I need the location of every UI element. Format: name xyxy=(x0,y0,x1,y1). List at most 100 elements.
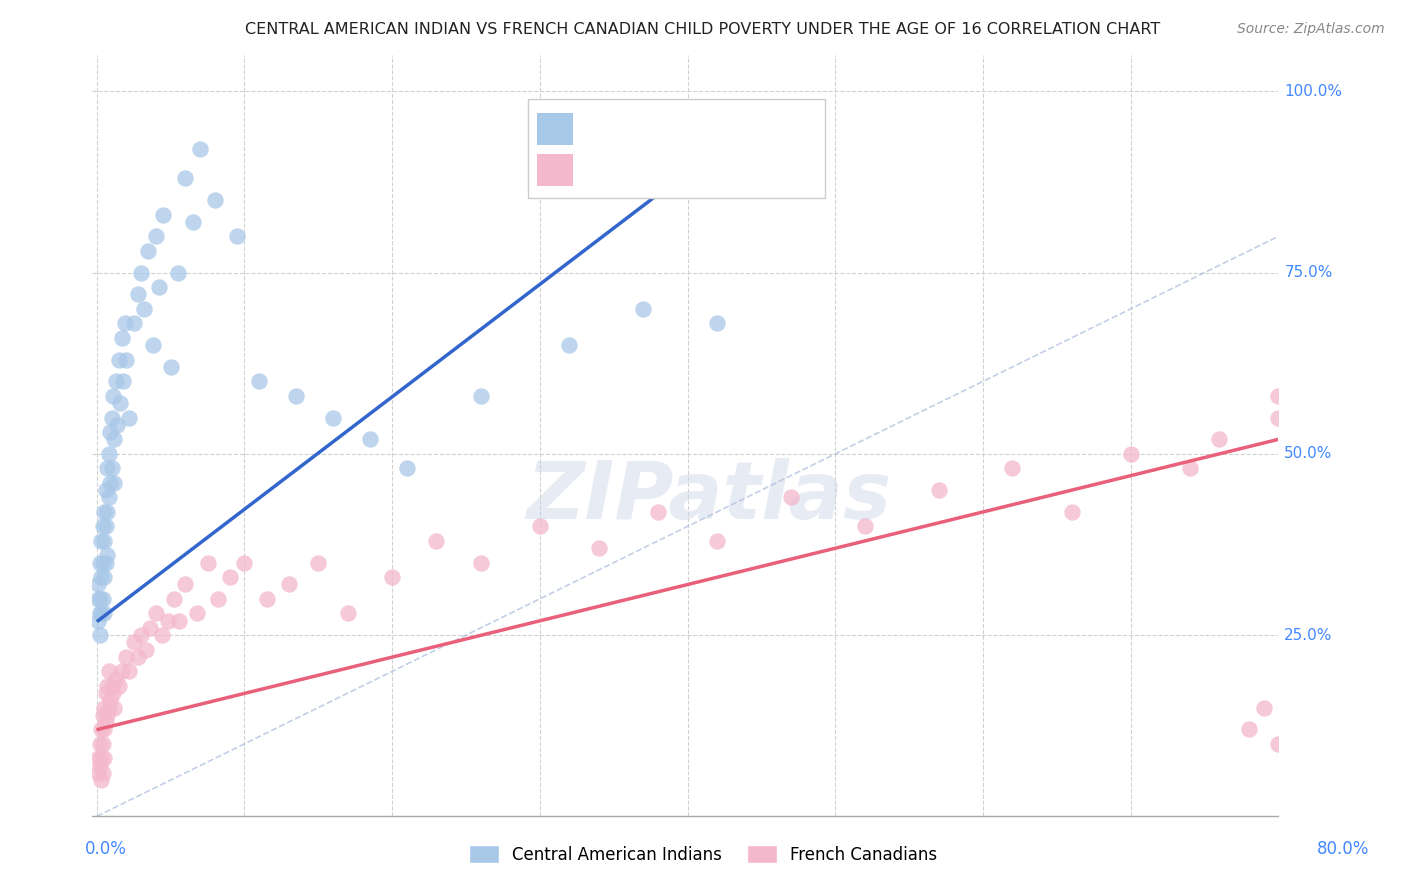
Text: R = 0.687    N = 66: R = 0.687 N = 66 xyxy=(586,122,758,136)
Point xyxy=(150,628,173,642)
Point xyxy=(1001,461,1024,475)
Point xyxy=(93,505,115,519)
Point xyxy=(94,483,117,497)
Point xyxy=(93,533,115,548)
Point xyxy=(204,193,226,207)
Point xyxy=(285,389,308,403)
Point xyxy=(103,475,125,490)
Point xyxy=(93,607,115,621)
Text: ZIPatlas: ZIPatlas xyxy=(527,458,891,535)
Point xyxy=(89,591,111,606)
Point xyxy=(706,317,728,331)
Point xyxy=(152,208,174,222)
Point xyxy=(322,410,344,425)
Point xyxy=(90,773,112,788)
Point xyxy=(129,628,152,642)
Legend: Central American Indians, French Canadians: Central American Indians, French Canadia… xyxy=(463,838,943,871)
Point xyxy=(89,758,111,772)
Point xyxy=(226,229,249,244)
Point xyxy=(93,751,115,765)
Point xyxy=(167,266,190,280)
Point xyxy=(558,338,581,352)
Point xyxy=(197,556,219,570)
Text: Source: ZipAtlas.com: Source: ZipAtlas.com xyxy=(1237,22,1385,37)
Point xyxy=(928,483,950,497)
Point xyxy=(101,389,124,403)
Point xyxy=(1060,505,1083,519)
Point xyxy=(94,556,117,570)
Point xyxy=(1178,461,1201,475)
Point xyxy=(87,614,110,628)
Point xyxy=(93,723,115,737)
Text: R = 0.453    N = 68: R = 0.453 N = 68 xyxy=(586,162,758,178)
Point xyxy=(112,375,135,389)
Point xyxy=(631,301,654,316)
Point xyxy=(169,614,191,628)
Point xyxy=(100,410,122,425)
Point xyxy=(381,570,404,584)
Point xyxy=(97,491,120,505)
Point xyxy=(256,591,278,606)
Point xyxy=(336,607,359,621)
Point xyxy=(91,591,114,606)
Point xyxy=(101,686,124,700)
Point xyxy=(145,607,167,621)
Point xyxy=(87,751,110,765)
Point xyxy=(134,642,156,657)
Point xyxy=(90,570,112,584)
Point xyxy=(647,505,669,519)
Text: 25.0%: 25.0% xyxy=(1284,628,1333,642)
Point xyxy=(218,570,240,584)
Point xyxy=(1267,389,1289,403)
Point xyxy=(156,614,179,628)
Point xyxy=(162,591,184,606)
Point xyxy=(122,635,145,649)
Point xyxy=(470,556,492,570)
Point xyxy=(181,215,204,229)
Point xyxy=(87,591,110,606)
FancyBboxPatch shape xyxy=(527,98,825,198)
Point xyxy=(1208,433,1230,447)
Point xyxy=(122,317,145,331)
Point xyxy=(91,707,114,722)
Point xyxy=(98,425,121,439)
Point xyxy=(96,679,118,693)
Point xyxy=(103,433,125,447)
Point xyxy=(93,700,115,714)
FancyBboxPatch shape xyxy=(537,154,572,186)
Point xyxy=(139,621,162,635)
Point xyxy=(114,317,136,331)
Point xyxy=(100,461,122,475)
Text: CENTRAL AMERICAN INDIAN VS FRENCH CANADIAN CHILD POVERTY UNDER THE AGE OF 16 COR: CENTRAL AMERICAN INDIAN VS FRENCH CANADI… xyxy=(246,22,1160,37)
Point xyxy=(107,417,129,432)
Point xyxy=(90,533,112,548)
Point xyxy=(132,301,155,316)
Point xyxy=(470,389,492,403)
Point xyxy=(307,556,329,570)
Text: 80.0%: 80.0% xyxy=(1316,840,1369,858)
Point xyxy=(91,765,114,780)
Point xyxy=(148,280,170,294)
Point xyxy=(87,765,110,780)
Point xyxy=(89,607,111,621)
Text: 0.0%: 0.0% xyxy=(84,840,127,858)
Point xyxy=(104,672,127,686)
Point xyxy=(90,723,112,737)
Point xyxy=(110,396,132,410)
Point xyxy=(103,700,125,714)
Point xyxy=(115,649,138,664)
Point xyxy=(159,359,181,374)
Point xyxy=(89,556,111,570)
Point xyxy=(100,679,122,693)
Point xyxy=(104,375,127,389)
Point xyxy=(118,410,141,425)
Point xyxy=(233,556,256,570)
Point xyxy=(1267,737,1289,751)
Point xyxy=(94,519,117,533)
Text: 100.0%: 100.0% xyxy=(1284,84,1343,99)
Text: 75.0%: 75.0% xyxy=(1284,265,1333,280)
Point xyxy=(395,461,418,475)
Point xyxy=(90,607,112,621)
FancyBboxPatch shape xyxy=(537,113,572,145)
Point xyxy=(91,737,114,751)
